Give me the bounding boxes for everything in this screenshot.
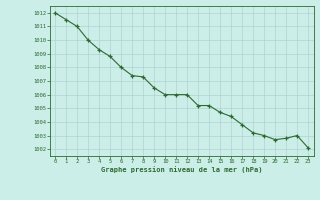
X-axis label: Graphe pression niveau de la mer (hPa): Graphe pression niveau de la mer (hPa): [101, 166, 262, 173]
